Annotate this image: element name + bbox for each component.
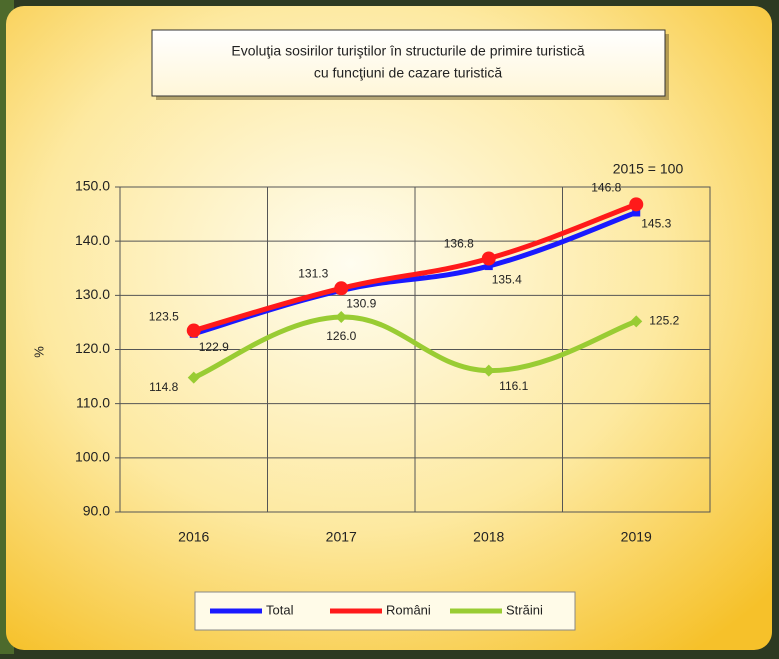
x-tick-label: 2016 (178, 529, 209, 545)
chart-title: cu funcţiuni de cazare turistică (314, 65, 503, 81)
y-tick-label: 100.0 (75, 449, 110, 465)
y-axis-label: % (31, 346, 46, 358)
data-label: 146.8 (591, 181, 621, 195)
y-tick-label: 130.0 (75, 286, 110, 302)
y-tick-label: 140.0 (75, 232, 110, 248)
data-label: 125.2 (649, 314, 679, 328)
x-tick-label: 2019 (621, 529, 652, 545)
legend-label: Români (386, 602, 431, 617)
data-label: 145.3 (641, 217, 671, 231)
page: {"chart_data": {"type": "line", "title":… (0, 0, 779, 654)
point (334, 281, 348, 295)
title-box (152, 30, 665, 96)
data-label: 136.8 (444, 237, 474, 251)
y-tick-label: 90.0 (83, 503, 110, 519)
x-tick-label: 2017 (326, 529, 357, 545)
data-label: 123.5 (149, 310, 179, 324)
point (629, 197, 643, 211)
data-label: 130.9 (346, 297, 376, 311)
y-tick-label: 150.0 (75, 178, 110, 194)
data-label: 114.8 (149, 380, 178, 394)
data-label: 131.3 (298, 266, 328, 280)
x-tick-label: 2018 (473, 529, 504, 545)
data-label: 135.4 (492, 272, 522, 286)
chart-title: Evoluţia sosirilor turiştilor în structu… (231, 43, 584, 59)
data-label: 126.0 (326, 329, 356, 343)
y-tick-label: 110.0 (76, 394, 110, 410)
annotation: 2015 = 100 (613, 161, 684, 177)
point (187, 324, 201, 338)
y-tick-label: 120.0 (75, 340, 110, 356)
legend-label: Total (266, 602, 294, 617)
chart: Evoluţia sosirilor turiştilor în structu… (0, 0, 779, 654)
data-label: 116.1 (499, 379, 528, 393)
data-label: 122.9 (199, 340, 229, 354)
legend-label: Străini (506, 602, 543, 617)
point (482, 252, 496, 266)
